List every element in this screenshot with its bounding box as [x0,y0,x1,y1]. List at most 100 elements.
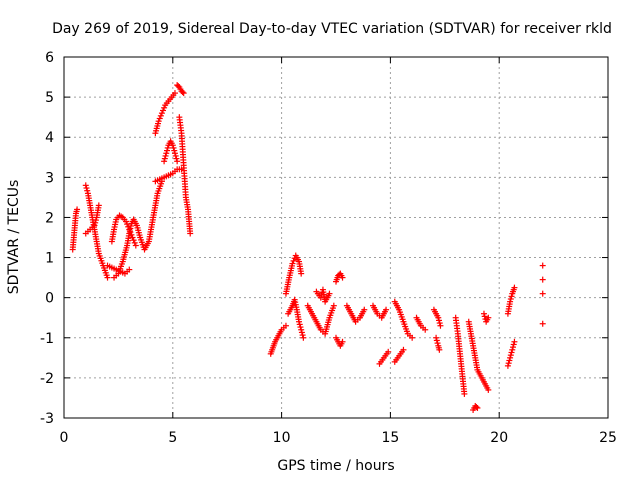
data-point [130,237,137,244]
x-tick-labels: 0 5 10 15 20 25 [60,430,617,446]
y-tick-label: 2 [45,210,54,226]
data-point [409,334,416,341]
y-tick-label: 4 [45,130,54,146]
y-tick-labels: -3 -2 -1 0 1 2 3 4 5 6 [40,50,54,427]
data-point [511,338,518,345]
data-point [461,390,468,397]
x-tick-label: 15 [381,430,399,446]
data-point [480,310,487,317]
x-axis-label: GPS time / hours [277,458,394,474]
axis-ticks [63,56,609,419]
data-point [511,284,518,291]
data-point [433,337,440,344]
data-point [161,104,168,111]
data-point [180,90,187,97]
data-point [507,354,514,361]
data-point [297,324,304,331]
data-point [436,346,443,353]
data-point [505,360,512,367]
data-point [161,158,168,165]
data-points [69,82,546,413]
data-point [339,338,346,345]
data-point [289,260,296,267]
y-tick-label: 5 [45,90,54,106]
data-point [123,218,130,225]
data-point [179,89,186,96]
data-point [507,298,514,305]
data-point [175,83,182,90]
data-point [92,219,99,226]
data-point [504,362,511,369]
data-point [539,262,546,269]
data-point [129,234,136,241]
data-point [174,158,181,165]
data-point [330,302,337,309]
data-point [509,346,516,353]
data-point [473,403,480,410]
data-point [160,107,167,114]
data-point [507,352,514,359]
data-point [383,306,390,313]
data-point [290,257,297,264]
data-point [317,294,324,301]
data-point [510,341,517,348]
data-point [436,320,443,327]
plot-frame [63,56,609,419]
data-point [509,344,516,351]
data-point [435,314,442,321]
data-point [422,326,429,333]
data-point [156,115,163,122]
data-point [132,242,139,249]
y-tick-label: -2 [40,371,54,387]
data-point [296,321,303,328]
data-point [385,348,392,355]
data-point [169,142,176,149]
data-point [124,221,131,228]
data-point [433,334,440,341]
data-point [91,222,98,229]
data-point [161,155,168,162]
data-point [172,152,179,159]
x-tick-label: 25 [599,430,617,446]
data-point [74,206,81,213]
y-tick-label: -1 [40,331,54,347]
x-tick-label: 10 [273,430,291,446]
data-point [187,230,194,237]
data-point [173,155,180,162]
data-point [299,332,306,339]
data-point [282,322,289,329]
data-point [539,290,546,297]
x-tick-label: 5 [168,430,177,446]
data-point [508,349,515,356]
data-point [126,266,133,273]
data-point [164,144,171,151]
data-point [435,317,442,324]
data-point [298,270,305,277]
data-point [507,296,514,303]
y-tick-label: 6 [45,50,54,66]
data-point [300,334,307,341]
data-point [171,150,178,157]
data-point [131,239,138,246]
data-point [434,340,441,347]
data-point [400,346,407,353]
data-point [339,274,346,281]
data-point [83,185,90,192]
data-point [163,150,170,157]
data-point [481,313,488,320]
chart-title: Day 269 of 2019, Sidereal Day-to-day VTE… [52,21,612,37]
x-tick-label: 20 [490,430,508,446]
data-point [104,274,111,281]
data-point [155,118,162,125]
grid [64,57,608,418]
data-point [298,326,305,333]
data-point [326,290,333,297]
data-point [82,182,89,189]
data-point [437,322,444,329]
data-point [162,152,169,159]
data-point [171,90,178,97]
x-tick-label: 0 [60,430,69,446]
data-point [474,404,481,411]
data-point [92,217,99,224]
